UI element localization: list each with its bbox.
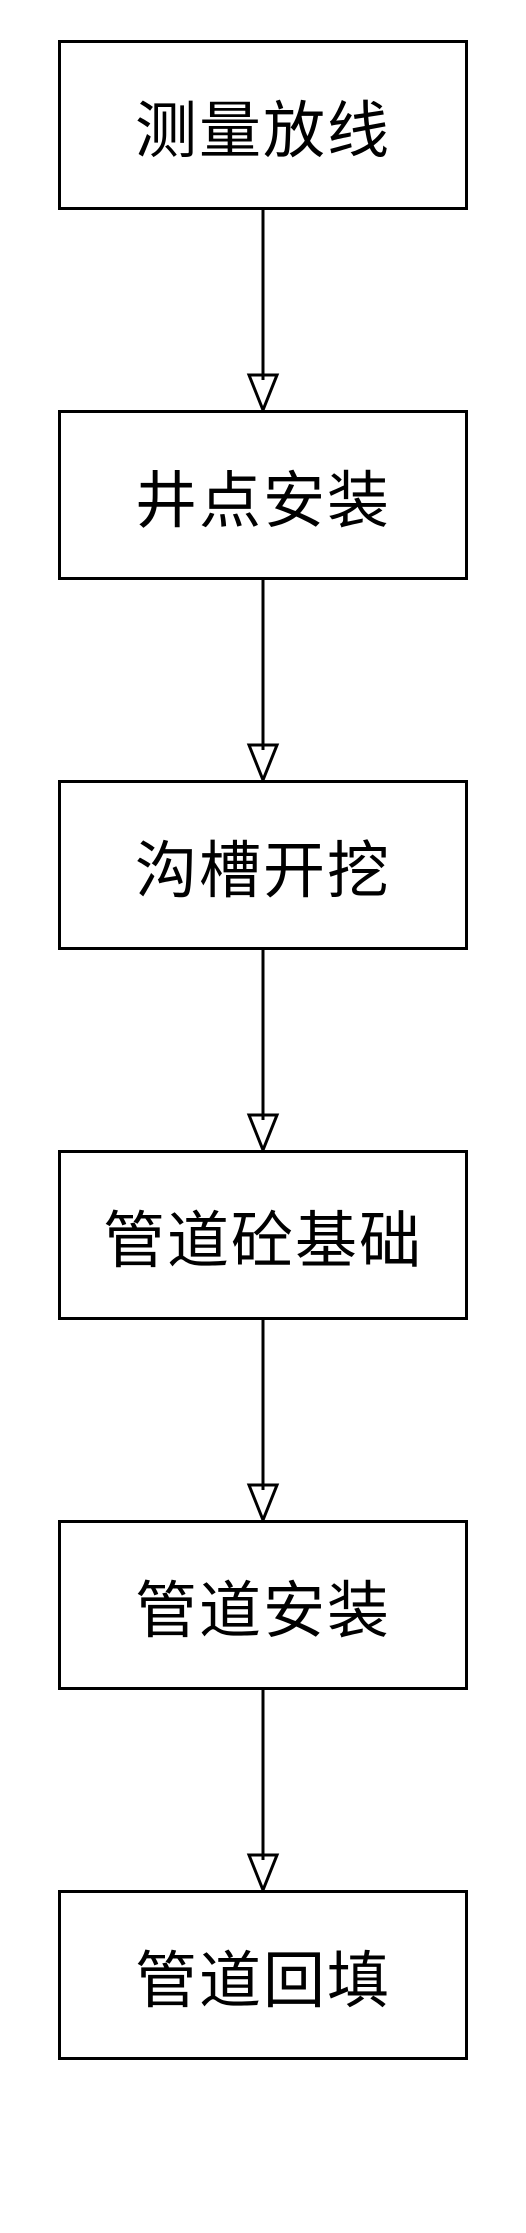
arrow-down-icon (243, 950, 283, 1150)
flow-step-6-label: 管道回填 (135, 1930, 391, 2020)
arrow-5 (243, 1690, 283, 1890)
arrow-down-icon (243, 580, 283, 780)
flow-step-5-label: 管道安装 (135, 1560, 391, 1650)
arrow-4 (243, 1320, 283, 1520)
flow-step-3: 沟槽开挖 (58, 780, 468, 950)
flow-step-6: 管道回填 (58, 1890, 468, 2060)
arrow-down-icon (243, 1320, 283, 1520)
flow-step-4-label: 管道砼基础 (103, 1190, 423, 1280)
arrow-2 (243, 580, 283, 780)
flow-step-1: 测量放线 (58, 40, 468, 210)
arrow-3 (243, 950, 283, 1150)
flow-step-2: 井点安装 (58, 410, 468, 580)
flow-step-4: 管道砼基础 (58, 1150, 468, 1320)
flow-step-3-label: 沟槽开挖 (135, 820, 391, 910)
flow-step-5: 管道安装 (58, 1520, 468, 1690)
flow-step-1-label: 测量放线 (135, 80, 391, 170)
arrow-down-icon (243, 1690, 283, 1890)
arrow-down-icon (243, 210, 283, 410)
arrow-1 (243, 210, 283, 410)
flow-step-2-label: 井点安装 (135, 450, 391, 540)
